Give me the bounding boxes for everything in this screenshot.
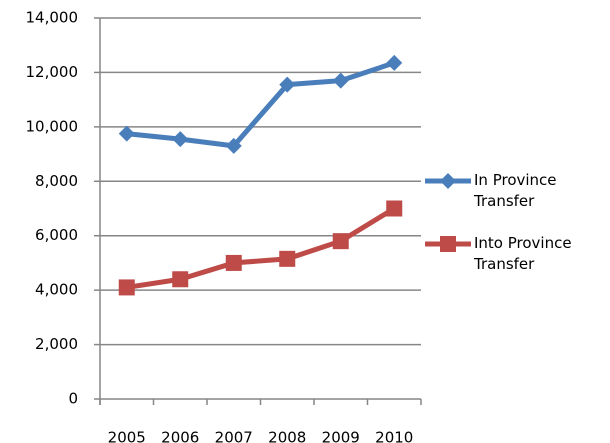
data-point <box>118 279 135 296</box>
x-tick-label: 2006 <box>161 429 199 443</box>
y-tick-label: 4,000 <box>35 281 78 299</box>
data-point <box>279 250 296 267</box>
y-tick-label: 8,000 <box>35 172 78 190</box>
data-point <box>172 271 189 288</box>
data-point <box>225 254 242 271</box>
y-tick-label: 12,000 <box>26 63 79 81</box>
x-tick-label: 2010 <box>375 429 413 443</box>
legend-marker <box>440 173 456 189</box>
data-point <box>386 200 403 217</box>
y-tick-label: 0 <box>68 390 78 408</box>
x-tick-label: 2005 <box>108 429 146 443</box>
legend-label: In Province Transfer <box>474 171 557 210</box>
y-tick-label: 2,000 <box>35 335 78 353</box>
data-point <box>118 125 135 142</box>
data-point <box>225 137 242 154</box>
y-tick-label: 10,000 <box>26 117 79 135</box>
x-tick-label: 2009 <box>322 429 360 443</box>
series-line <box>126 206 396 290</box>
data-point <box>386 54 403 71</box>
y-tick-label: 6,000 <box>35 226 78 244</box>
legend-label: Into Province Transfer <box>474 234 572 273</box>
y-tick-label: 14,000 <box>26 9 79 27</box>
data-point <box>332 233 349 250</box>
data-point <box>279 76 296 93</box>
series-line <box>126 60 396 149</box>
x-tick-label: 2007 <box>215 429 253 443</box>
legend-marker <box>440 236 456 252</box>
data-point <box>172 131 189 148</box>
x-tick-label: 2008 <box>268 429 306 443</box>
data-point <box>332 72 349 89</box>
